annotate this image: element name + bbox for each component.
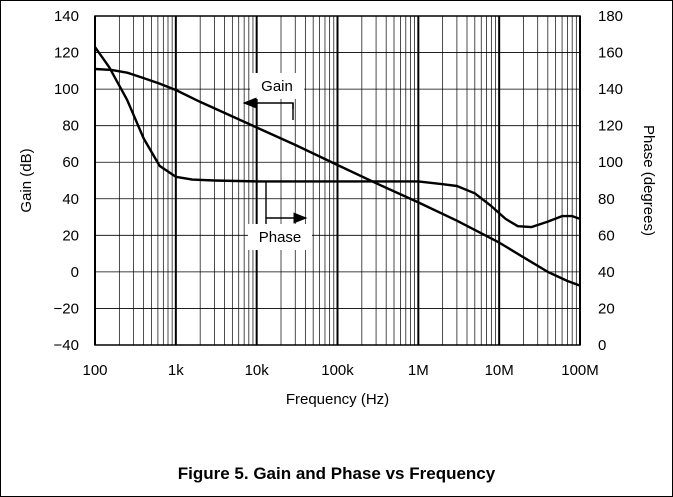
phase-arrow	[265, 212, 308, 224]
y-right-tick-label: 20	[598, 300, 615, 317]
plot-border	[94, 15, 581, 346]
y-right-tick-label: 80	[598, 191, 615, 208]
x-tick-label: 100M	[561, 362, 599, 379]
y-right-tick-label: 160	[598, 45, 623, 62]
x-tick-label: 10k	[245, 362, 270, 379]
y-right-tick-label: 40	[598, 264, 615, 281]
y-left-tick-label: 100	[54, 81, 79, 98]
y-right-tick-label: 60	[598, 227, 615, 244]
y-right-tick-label: 140	[598, 81, 623, 98]
x-tick-label: 100	[82, 362, 107, 379]
y-right-tick-label: 180	[598, 8, 623, 25]
gain-arrow	[242, 97, 294, 109]
x-tick-label: 1M	[408, 362, 429, 379]
y-left-tick-label: 20	[62, 227, 79, 244]
y-left-tick-label: 140	[54, 8, 79, 25]
y-left-tick-label: −40	[54, 337, 79, 354]
y-axis-right-label: Phase (degrees)	[640, 125, 657, 236]
y-axis-left-label: Gain (dB)	[18, 148, 35, 212]
y-left-tick-label: 40	[62, 191, 79, 208]
tick-labels: 100 1k 10k 100k 1M 10M 100M −40 −20 0 20 40 60 80 100 1…	[54, 8, 623, 379]
x-axis-label: Frequency (Hz)	[286, 391, 389, 408]
annotations: Gain Phase	[242, 73, 312, 250]
series-lines	[94, 46, 581, 287]
y-left-tick-label: 0	[71, 264, 79, 281]
figure-caption: Figure 5. Gain and Phase vs Frequency	[177, 464, 496, 483]
y-left-tick-label: −20	[54, 300, 79, 317]
series-line-phase	[94, 46, 581, 229]
y-right-tick-label: 0	[598, 337, 606, 354]
x-tick-label: 10M	[485, 362, 514, 379]
x-tick-label: 100k	[321, 362, 354, 379]
phase-label-bg	[248, 224, 312, 250]
y-left-tick-label: 80	[62, 118, 79, 135]
y-left-tick-label: 60	[62, 154, 79, 171]
y-right-tick-label: 100	[598, 154, 623, 171]
gain-annotation-label: Gain	[261, 78, 293, 95]
phase-annotation-label: Phase	[259, 229, 302, 246]
y-right-tick-label: 120	[598, 118, 623, 135]
y-left-tick-label: 120	[54, 45, 79, 62]
gain-label-bg	[250, 73, 304, 99]
x-tick-label: 1k	[168, 362, 184, 379]
series-line-gain	[94, 67, 581, 287]
